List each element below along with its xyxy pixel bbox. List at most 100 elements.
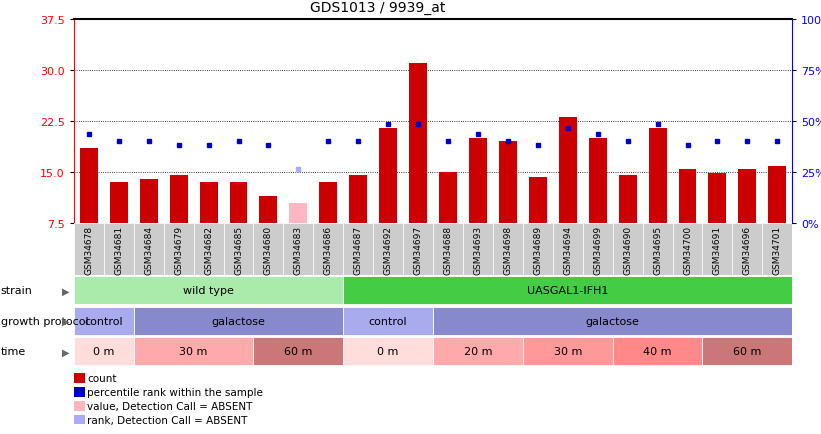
Text: GSM34688: GSM34688 <box>443 225 452 274</box>
Text: 40 m: 40 m <box>644 347 672 356</box>
Text: ▶: ▶ <box>62 286 70 296</box>
Bar <box>612 224 643 276</box>
Bar <box>463 224 493 276</box>
Bar <box>140 179 158 224</box>
Bar <box>259 196 277 224</box>
Bar <box>163 224 194 276</box>
Text: GSM34681: GSM34681 <box>114 225 123 274</box>
Text: control: control <box>369 316 407 326</box>
Bar <box>703 224 732 276</box>
Text: count: count <box>87 373 117 383</box>
Bar <box>612 338 703 365</box>
Bar <box>194 224 223 276</box>
Bar <box>343 224 374 276</box>
Bar <box>343 277 792 305</box>
Text: 0 m: 0 m <box>93 347 114 356</box>
Bar <box>768 167 787 224</box>
Bar <box>553 224 583 276</box>
Bar <box>74 307 134 335</box>
Bar <box>493 224 523 276</box>
Bar <box>319 183 337 224</box>
Text: ▶: ▶ <box>62 347 70 356</box>
Text: GSM34680: GSM34680 <box>264 225 273 274</box>
Text: 30 m: 30 m <box>553 347 582 356</box>
Bar <box>254 224 283 276</box>
Text: 20 m: 20 m <box>464 347 493 356</box>
Text: GSM34693: GSM34693 <box>474 225 483 274</box>
Text: GSM34679: GSM34679 <box>174 225 183 274</box>
Bar <box>283 224 314 276</box>
Bar <box>290 203 307 224</box>
Bar <box>230 183 247 224</box>
Text: 60 m: 60 m <box>284 347 313 356</box>
Bar <box>672 224 703 276</box>
Text: GSM34683: GSM34683 <box>294 225 303 274</box>
Bar <box>703 338 792 365</box>
Bar <box>523 224 553 276</box>
Bar <box>200 183 218 224</box>
Text: ▶: ▶ <box>62 316 70 326</box>
Text: GSM34686: GSM34686 <box>323 225 333 274</box>
Text: GSM34684: GSM34684 <box>144 225 154 274</box>
Text: GSM34690: GSM34690 <box>623 225 632 274</box>
Text: galactose: galactose <box>585 316 640 326</box>
Text: galactose: galactose <box>212 316 265 326</box>
Text: 30 m: 30 m <box>180 347 208 356</box>
Text: GSM34687: GSM34687 <box>354 225 363 274</box>
Bar <box>110 183 128 224</box>
Bar <box>738 169 756 224</box>
Bar <box>433 224 463 276</box>
Bar <box>529 178 547 224</box>
Text: GSM34692: GSM34692 <box>383 225 392 274</box>
Text: percentile rank within the sample: percentile rank within the sample <box>87 387 263 397</box>
Bar <box>349 176 367 224</box>
Bar <box>433 307 792 335</box>
Bar <box>223 224 254 276</box>
Text: GSM34691: GSM34691 <box>713 225 722 274</box>
Bar <box>589 138 607 224</box>
Bar <box>74 338 134 365</box>
Bar <box>103 224 134 276</box>
Bar <box>583 224 612 276</box>
Text: wild type: wild type <box>183 286 234 296</box>
Bar <box>134 338 254 365</box>
Bar <box>439 172 457 224</box>
Text: GSM34698: GSM34698 <box>503 225 512 274</box>
Text: 60 m: 60 m <box>733 347 762 356</box>
Bar <box>649 128 667 224</box>
Bar <box>374 224 403 276</box>
Text: strain: strain <box>1 286 33 296</box>
Text: GSM34689: GSM34689 <box>534 225 543 274</box>
Text: GSM34694: GSM34694 <box>563 225 572 274</box>
Bar <box>469 138 487 224</box>
Bar <box>80 149 98 224</box>
Text: GSM34678: GSM34678 <box>85 225 94 274</box>
Text: GSM34696: GSM34696 <box>743 225 752 274</box>
Text: control: control <box>85 316 123 326</box>
Bar <box>619 176 636 224</box>
Bar <box>403 224 433 276</box>
Bar <box>559 118 577 224</box>
Bar <box>314 224 343 276</box>
Text: GDS1013 / 9939_at: GDS1013 / 9939_at <box>310 1 445 15</box>
Text: GSM34697: GSM34697 <box>414 225 423 274</box>
Text: GSM34685: GSM34685 <box>234 225 243 274</box>
Bar <box>343 307 433 335</box>
Bar <box>433 338 523 365</box>
Text: GSM34701: GSM34701 <box>773 225 782 274</box>
Bar <box>134 224 163 276</box>
Text: GSM34700: GSM34700 <box>683 225 692 274</box>
Bar <box>134 307 343 335</box>
Text: growth protocol: growth protocol <box>1 316 89 326</box>
Text: GSM34695: GSM34695 <box>653 225 662 274</box>
Bar <box>499 142 517 224</box>
Bar <box>170 176 188 224</box>
Text: 0 m: 0 m <box>378 347 399 356</box>
Bar <box>74 277 343 305</box>
Bar <box>643 224 672 276</box>
Text: value, Detection Call = ABSENT: value, Detection Call = ABSENT <box>87 401 252 411</box>
Text: time: time <box>1 347 26 356</box>
Bar <box>678 169 696 224</box>
Bar <box>254 338 343 365</box>
Bar <box>379 128 397 224</box>
